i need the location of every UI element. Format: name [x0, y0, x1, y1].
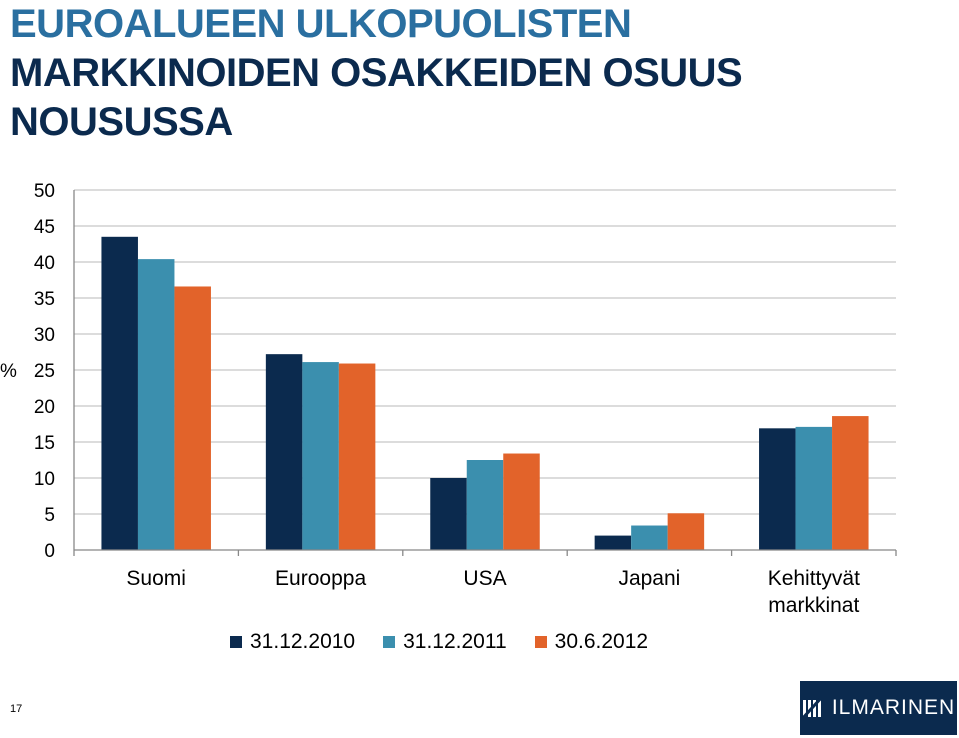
legend-item-2011: 31.12.2011 — [383, 630, 507, 654]
axes — [73, 190, 897, 556]
bar-31.12.2011-Japani — [631, 525, 668, 550]
gridlines — [74, 189, 896, 515]
y-tick-label: 25 — [34, 361, 55, 382]
legend-swatch — [230, 636, 242, 648]
bar-31.12.2010-USA — [430, 478, 467, 550]
bar-30.6.2012-Kehittyvät markkinat — [832, 416, 869, 550]
x-category-label: Kehittyvät markkinat — [768, 567, 860, 617]
x-category-label: Suomi — [126, 567, 186, 590]
y-tick-label: 0 — [44, 541, 55, 562]
bar-31.12.2011-Eurooppa — [302, 362, 339, 550]
legend-swatch — [383, 636, 396, 648]
page-title: EUROALUEEN ULKOPUOLISTEN MARKKINOIDEN OS… — [10, 0, 950, 147]
page-number: 17 — [10, 703, 23, 715]
bars — [101, 236, 869, 551]
y-tick-label: 50 — [34, 181, 55, 202]
bar-30.6.2012-Suomi — [174, 286, 211, 550]
bar-30.6.2012-USA — [503, 453, 540, 550]
x-category-label: Eurooppa — [275, 567, 366, 590]
legend-label: 30.6.2012 — [554, 630, 649, 653]
legend-label: 31.12.2011 — [403, 630, 507, 653]
legend-item-2012: 30.6.2012 — [534, 630, 649, 654]
bar-chart: 0 5 10 15 20 25 30 35 40 45 50 % Suomi Eurooppa USA J… — [0, 181, 897, 617]
title-line-2: MARKKINOIDEN OSAKKEIDEN OSUUS — [10, 51, 743, 95]
ilmarinen-logo-icon — [801, 697, 822, 719]
y-tick-label: 30 — [34, 325, 55, 346]
bar-31.12.2010-Eurooppa — [265, 354, 303, 550]
y-tick-label: 40 — [34, 253, 55, 274]
x-category-label: Japani — [618, 567, 680, 590]
y-tick-label: 45 — [34, 217, 55, 238]
legend-label: 31.12.2010 — [250, 630, 356, 653]
bar-31.12.2010-Japani — [594, 535, 632, 550]
y-tick-label: 5 — [44, 505, 55, 526]
ilmarinen-logo: ILMARINEN — [800, 681, 957, 735]
y-tick-label: 20 — [34, 397, 55, 418]
bar-31.12.2011-Suomi — [137, 259, 175, 550]
x-category-label: USA — [463, 567, 506, 590]
title-line-3: NOUSUSSA — [10, 100, 233, 144]
y-axis-label: % — [0, 361, 17, 382]
y-tick-label: 15 — [34, 433, 55, 454]
category-labels: Suomi Eurooppa USA Japani Kehittyvät markkina… — [126, 567, 860, 617]
y-tick-label: 35 — [34, 289, 55, 310]
bar-31.12.2010-Kehittyvät markkinat — [759, 428, 796, 550]
y-tick-label: 10 — [34, 469, 55, 490]
legend: 31.12.2010 31.12.2011 30.6.2012 — [230, 630, 648, 654]
bar-30.6.2012-Eurooppa — [338, 363, 376, 550]
legend-item-2010: 31.12.2010 — [230, 630, 355, 654]
logo-text: ILMARINEN — [831, 696, 956, 719]
bar-31.12.2011-Kehittyvät markkinat — [795, 426, 833, 550]
y-axis-ticks: 0 5 10 15 20 25 30 35 40 45 50 — [34, 181, 55, 562]
bar-31.12.2010-Suomi — [101, 236, 138, 551]
bar-30.6.2012-Japani — [667, 513, 705, 550]
legend-swatch — [534, 636, 547, 648]
title-line-1: EUROALUEEN ULKOPUOLISTEN — [10, 2, 632, 46]
bar-31.12.2011-USA — [466, 460, 504, 550]
